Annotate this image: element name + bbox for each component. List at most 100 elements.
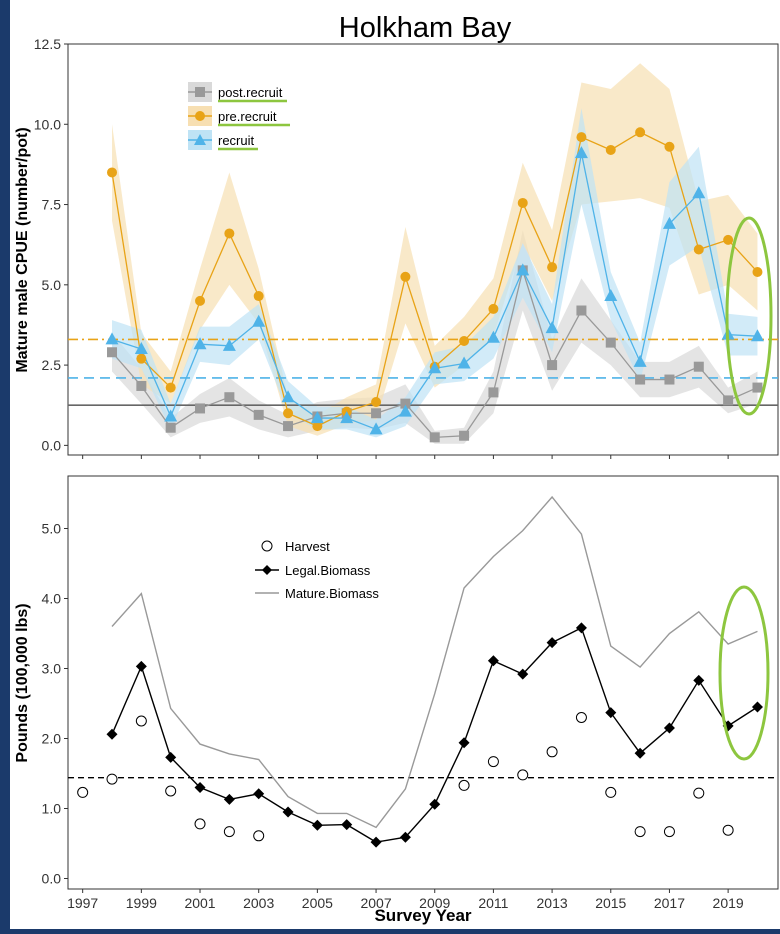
data-point-recruit	[252, 314, 266, 327]
data-point-recruit	[310, 411, 324, 424]
data-point-legal-biomass	[663, 722, 675, 734]
x-tick-label: 2017	[654, 895, 685, 911]
data-point-recruit	[662, 216, 676, 229]
bottom-plot-layer: 0.0 1.0 2.0 3.0 4.0 5.0 1997 1999 2001 2003 2005 20…	[42, 495, 778, 911]
top-y-tick-label: 5.0	[42, 277, 62, 293]
data-point-post-recruit	[136, 380, 147, 391]
data-point-harvest	[546, 746, 558, 758]
bottom-legend: Harvest Legal.Biomass Mature.Biomass	[255, 539, 379, 601]
data-point-harvest	[575, 712, 587, 723]
x-tick-label: 1999	[126, 895, 157, 911]
data-point-pre-recruit	[136, 353, 147, 364]
data-point-pre-recruit	[488, 303, 499, 314]
data-point-recruit	[457, 356, 471, 369]
data-point-harvest	[223, 826, 235, 838]
data-point-legal-biomass	[517, 668, 529, 680]
data-point-legal-biomass	[429, 798, 441, 810]
legend-key-pre-recruit-marker	[195, 111, 205, 121]
data-point-pre-recruit	[635, 127, 646, 138]
data-point-recruit	[164, 409, 178, 422]
data-point-legal-biomass	[341, 819, 353, 831]
data-point-harvest	[194, 818, 206, 830]
data-point-harvest	[634, 826, 646, 838]
bottom-y-tick-label: 3.0	[42, 661, 62, 677]
legend-key-harvest	[261, 540, 273, 552]
data-point-post-recruit	[400, 398, 411, 409]
data-point-harvest	[77, 786, 89, 798]
data-point-recruit	[193, 337, 207, 350]
bottom-y-tick-label: 2.0	[42, 731, 62, 747]
confidence-band-post-recruit	[112, 230, 758, 444]
legend-label-legal-biomass: Legal.Biomass	[285, 563, 371, 578]
legend-label-recruit: recruit	[218, 133, 255, 148]
data-point-legal-biomass	[693, 674, 705, 686]
data-point-harvest	[517, 769, 529, 781]
data-point-pre-recruit	[400, 271, 411, 282]
data-point-post-recruit	[693, 361, 704, 372]
x-tick-label: 2003	[243, 895, 274, 911]
data-point-post-recruit	[752, 382, 763, 393]
data-point-legal-biomass	[223, 793, 235, 805]
x-tick-label: 2013	[537, 895, 568, 911]
top-y-tick-label: 7.5	[42, 197, 62, 213]
data-point-pre-recruit	[517, 197, 528, 208]
legend-label-pre-recruit: pre.recruit	[218, 109, 277, 124]
top-plot-layer: 0.0 2.5 5.0 7.5 10.0 12.5	[34, 36, 778, 459]
data-point-post-recruit	[283, 421, 294, 432]
data-point-post-recruit	[253, 409, 264, 420]
top-y-tick-label: 0.0	[42, 437, 62, 453]
data-point-pre-recruit	[752, 266, 763, 277]
data-point-recruit	[222, 338, 236, 351]
x-tick-label: 2015	[595, 895, 626, 911]
data-point-legal-biomass	[546, 637, 558, 649]
data-point-recruit	[134, 342, 148, 355]
data-point-legal-biomass	[487, 655, 499, 667]
data-point-harvest	[253, 830, 265, 842]
data-point-recruit	[340, 411, 354, 424]
data-point-recruit	[105, 332, 119, 345]
series-line-mature-biomass	[111, 495, 758, 829]
data-point-recruit	[750, 329, 764, 342]
data-point-legal-biomass	[311, 819, 323, 831]
data-point-pre-recruit	[253, 291, 264, 302]
data-point-legal-biomass	[399, 831, 411, 843]
data-point-recruit	[574, 146, 588, 159]
data-point-legal-biomass	[106, 728, 118, 740]
data-point-harvest	[165, 785, 177, 797]
x-tick-label: 1997	[67, 895, 98, 911]
data-point-recruit	[516, 263, 530, 276]
data-point-recruit	[545, 321, 559, 334]
data-point-legal-biomass	[458, 737, 470, 749]
data-point-pre-recruit	[693, 244, 704, 255]
data-point-pre-recruit	[283, 408, 294, 419]
data-point-legal-biomass	[282, 806, 294, 818]
bottom-y-tick-label: 0.0	[42, 871, 62, 887]
data-point-legal-biomass	[253, 788, 265, 800]
data-point-pre-recruit	[195, 295, 206, 306]
data-point-harvest	[487, 756, 499, 768]
data-point-post-recruit	[107, 347, 118, 358]
top-y-axis-label: Mature male CPUE (number/pot)	[14, 127, 31, 372]
data-point-harvest	[693, 787, 705, 799]
data-point-pre-recruit	[107, 167, 118, 178]
data-point-pre-recruit	[605, 144, 616, 155]
data-point-pre-recruit	[576, 132, 587, 143]
data-point-post-recruit	[576, 305, 587, 316]
x-tick-label: 2007	[360, 895, 391, 911]
legend-key-legal-biomass-marker	[262, 565, 272, 575]
data-point-legal-biomass	[605, 707, 617, 719]
data-point-pre-recruit	[312, 421, 323, 432]
data-point-post-recruit	[605, 337, 616, 348]
data-point-legal-biomass	[370, 836, 382, 848]
data-point-harvest	[106, 773, 118, 785]
x-tick-label: 2005	[302, 895, 333, 911]
data-point-pre-recruit	[224, 228, 235, 239]
x-tick-label: 2009	[419, 895, 450, 911]
data-point-legal-biomass	[135, 660, 147, 672]
data-point-post-recruit	[165, 422, 176, 433]
legend-key-recruit-marker	[194, 134, 206, 145]
top-y-tick-label: 12.5	[34, 36, 61, 52]
data-point-pre-recruit	[459, 336, 470, 347]
